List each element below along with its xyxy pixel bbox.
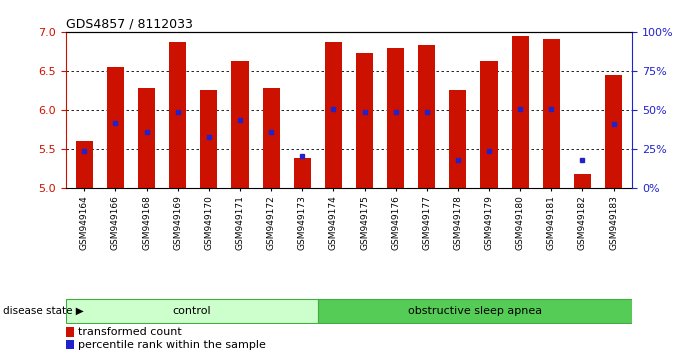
Text: transformed count: transformed count: [77, 327, 182, 337]
Text: disease state ▶: disease state ▶: [3, 306, 84, 316]
Bar: [66, 327, 74, 337]
Bar: [200, 90, 218, 188]
Bar: [449, 90, 466, 188]
Bar: [542, 39, 560, 188]
Bar: [263, 88, 280, 188]
Text: control: control: [173, 306, 211, 316]
Text: obstructive sleep apnea: obstructive sleep apnea: [408, 306, 542, 316]
Bar: [574, 175, 591, 188]
Bar: [231, 61, 249, 188]
Bar: [325, 42, 342, 188]
Bar: [418, 45, 435, 188]
Bar: [138, 88, 155, 188]
Text: percentile rank within the sample: percentile rank within the sample: [77, 339, 265, 349]
Bar: [66, 340, 74, 349]
Bar: [294, 158, 311, 188]
Bar: [605, 75, 622, 188]
Bar: [356, 53, 373, 188]
Bar: [66, 299, 318, 322]
Bar: [107, 67, 124, 188]
Bar: [511, 36, 529, 188]
Bar: [387, 48, 404, 188]
Bar: [76, 141, 93, 188]
Bar: [480, 62, 498, 188]
Bar: [169, 42, 187, 188]
Bar: [318, 299, 632, 322]
Text: GDS4857 / 8112033: GDS4857 / 8112033: [66, 18, 193, 31]
